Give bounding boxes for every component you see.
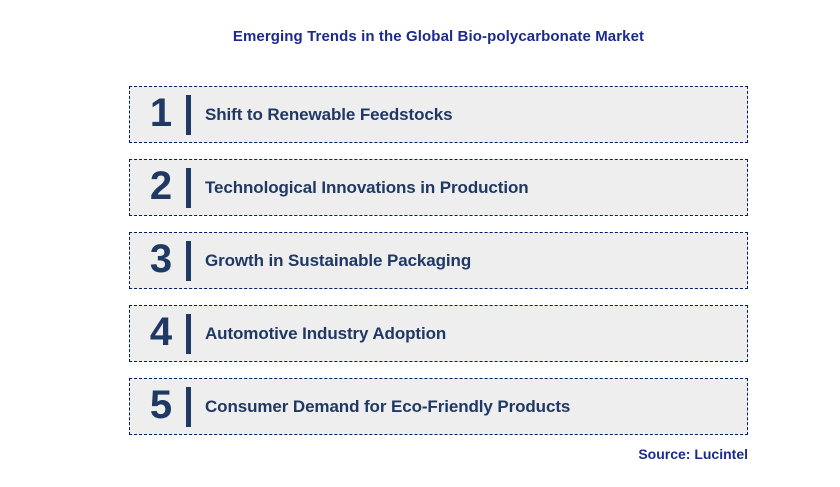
source-credit: Source: Lucintel xyxy=(638,446,748,462)
trend-label: Consumer Demand for Eco-Friendly Product… xyxy=(205,396,571,416)
trend-number: 4 xyxy=(149,310,173,354)
trend-label: Automotive Industry Adoption xyxy=(205,323,447,343)
trend-row-5: 5 Consumer Demand for Eco-Friendly Produ… xyxy=(129,378,748,435)
trend-number: 3 xyxy=(149,237,173,281)
trend-number: 5 xyxy=(149,383,173,427)
trend-number: 1 xyxy=(149,91,173,135)
divider-bar xyxy=(186,94,191,135)
trend-row-3: 3 Growth in Sustainable Packaging xyxy=(129,232,748,289)
trend-label: Growth in Sustainable Packaging xyxy=(205,250,472,270)
divider-bar xyxy=(186,313,191,354)
divider-bar xyxy=(186,167,191,208)
divider-bar xyxy=(186,240,191,281)
trend-list: 1 Shift to Renewable Feedstocks 2 Techno… xyxy=(129,86,748,451)
trend-label: Technological Innovations in Production xyxy=(205,177,529,197)
trend-label: Shift to Renewable Feedstocks xyxy=(205,104,453,124)
trend-row-1: 1 Shift to Renewable Feedstocks xyxy=(129,86,748,143)
page-title: Emerging Trends in the Global Bio-polyca… xyxy=(232,28,645,45)
trend-row-2: 2 Technological Innovations in Productio… xyxy=(129,159,748,216)
trend-row-4: 4 Automotive Industry Adoption xyxy=(129,305,748,362)
trend-number: 2 xyxy=(149,164,173,208)
divider-bar xyxy=(186,386,191,427)
